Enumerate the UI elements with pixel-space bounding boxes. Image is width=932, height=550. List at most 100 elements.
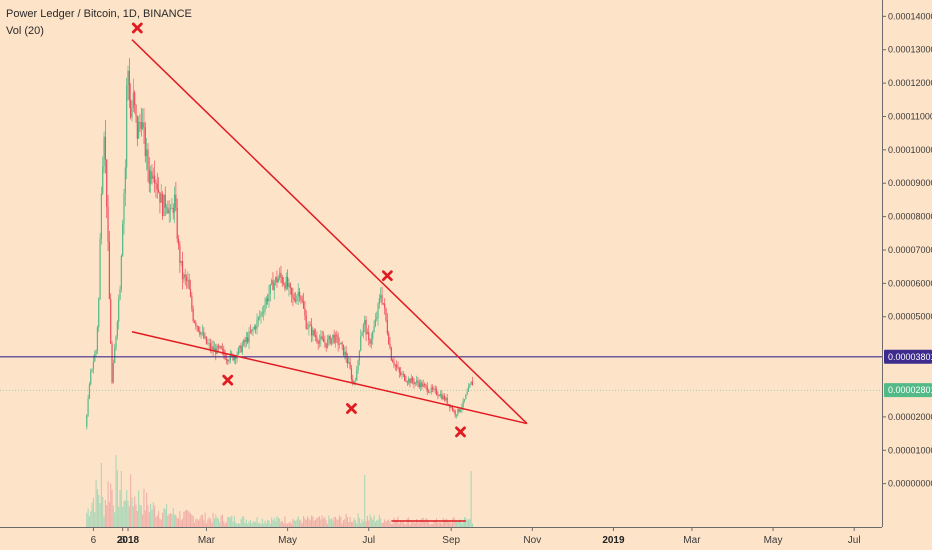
volume-bar <box>180 520 182 527</box>
volume-bar <box>249 519 251 527</box>
candle-body <box>152 175 154 179</box>
candle-body <box>219 346 221 348</box>
candle-body <box>430 387 432 393</box>
volume-bar <box>325 520 327 527</box>
candle-body <box>126 85 128 168</box>
candle-body <box>94 354 96 362</box>
candle-body <box>414 382 416 385</box>
volume-bar <box>172 508 174 527</box>
volume-bar <box>88 516 90 527</box>
time-tick-label: 2019 <box>602 535 625 546</box>
candle-body <box>169 208 172 210</box>
candle-body <box>431 387 434 390</box>
candle-body <box>322 338 325 343</box>
x-marker-stroke <box>131 22 143 34</box>
candle-body <box>340 342 342 345</box>
volume-bar <box>235 522 237 527</box>
volume-bar <box>216 517 218 527</box>
volume-bar <box>151 509 153 527</box>
candle-body <box>313 330 315 336</box>
price-tick-label: 0.00006000 <box>888 278 932 288</box>
volume-bar <box>260 524 262 527</box>
candle-body <box>427 391 430 393</box>
volume-bar <box>155 517 157 527</box>
volume-bar <box>459 519 462 527</box>
volume-bar <box>158 511 160 527</box>
candle-body <box>410 377 412 384</box>
candle-body <box>185 277 188 281</box>
candle-body <box>346 358 349 364</box>
candle-body <box>374 319 376 327</box>
price-tick-label: 0.00010000 <box>888 145 932 155</box>
candle-body <box>381 295 383 304</box>
volume-bar <box>228 517 230 527</box>
volume-bar <box>207 519 209 527</box>
volume-bar <box>284 516 286 527</box>
time-tick-label: Mar <box>683 535 701 546</box>
volume-bar <box>321 515 323 527</box>
volume-bar <box>344 519 346 527</box>
candle-body <box>220 346 222 349</box>
x-marker-stroke <box>455 426 466 438</box>
candle-body <box>165 207 168 209</box>
volume-bar <box>271 517 273 527</box>
candle-body <box>290 287 293 295</box>
candle-body <box>90 370 92 385</box>
candle-body <box>240 345 242 353</box>
candle-body <box>425 384 427 387</box>
volume-bar <box>352 521 354 527</box>
time-tick-label: May <box>764 535 783 546</box>
candle-body <box>99 238 101 300</box>
volume-bar <box>295 520 297 527</box>
candle-body <box>433 388 435 390</box>
volume-bar <box>100 463 102 527</box>
candle-body <box>208 343 210 345</box>
volume-bar <box>261 518 263 527</box>
candle-body <box>233 356 235 361</box>
volume-bar <box>288 522 290 527</box>
volume-bar <box>252 521 254 527</box>
volume-bar <box>296 519 298 527</box>
candle-body <box>420 382 422 387</box>
volume-bar <box>470 471 472 527</box>
volume-bar <box>386 520 388 527</box>
candle-body <box>439 394 442 396</box>
candle-body <box>408 378 410 383</box>
candle-body <box>279 272 281 279</box>
volume-bar <box>187 510 189 527</box>
candle-body <box>442 395 444 400</box>
volume-bar <box>300 520 302 527</box>
volume-bar <box>329 519 331 527</box>
candle-body <box>306 328 309 329</box>
volume-bar <box>107 481 109 527</box>
volume-bar <box>469 518 471 527</box>
volume-bar <box>350 521 352 527</box>
candle-body <box>341 342 343 345</box>
volume-bar <box>181 518 184 527</box>
volume-bar <box>410 520 412 527</box>
volume-bar <box>136 510 138 527</box>
candle-body <box>142 122 144 129</box>
volume-bar <box>414 522 416 527</box>
candle-body <box>259 316 261 318</box>
volume-bar <box>150 503 152 527</box>
candle-body <box>275 277 277 283</box>
candle-body <box>176 207 178 239</box>
volume-bar <box>421 518 423 527</box>
volume-bar <box>436 518 438 527</box>
candle-body <box>434 388 436 390</box>
volume-layer <box>86 455 474 527</box>
volume-bar <box>318 516 321 527</box>
candle-body <box>294 300 297 302</box>
candle-body <box>389 343 391 348</box>
candle-body <box>388 333 390 344</box>
volume-bar <box>283 523 285 527</box>
candle-body <box>119 289 121 300</box>
volume-bar <box>213 518 215 527</box>
volume-bar <box>225 522 227 527</box>
volume-bar <box>160 519 162 527</box>
candle-body <box>177 238 180 246</box>
volume-bar <box>381 523 383 527</box>
candle-body <box>455 414 458 416</box>
